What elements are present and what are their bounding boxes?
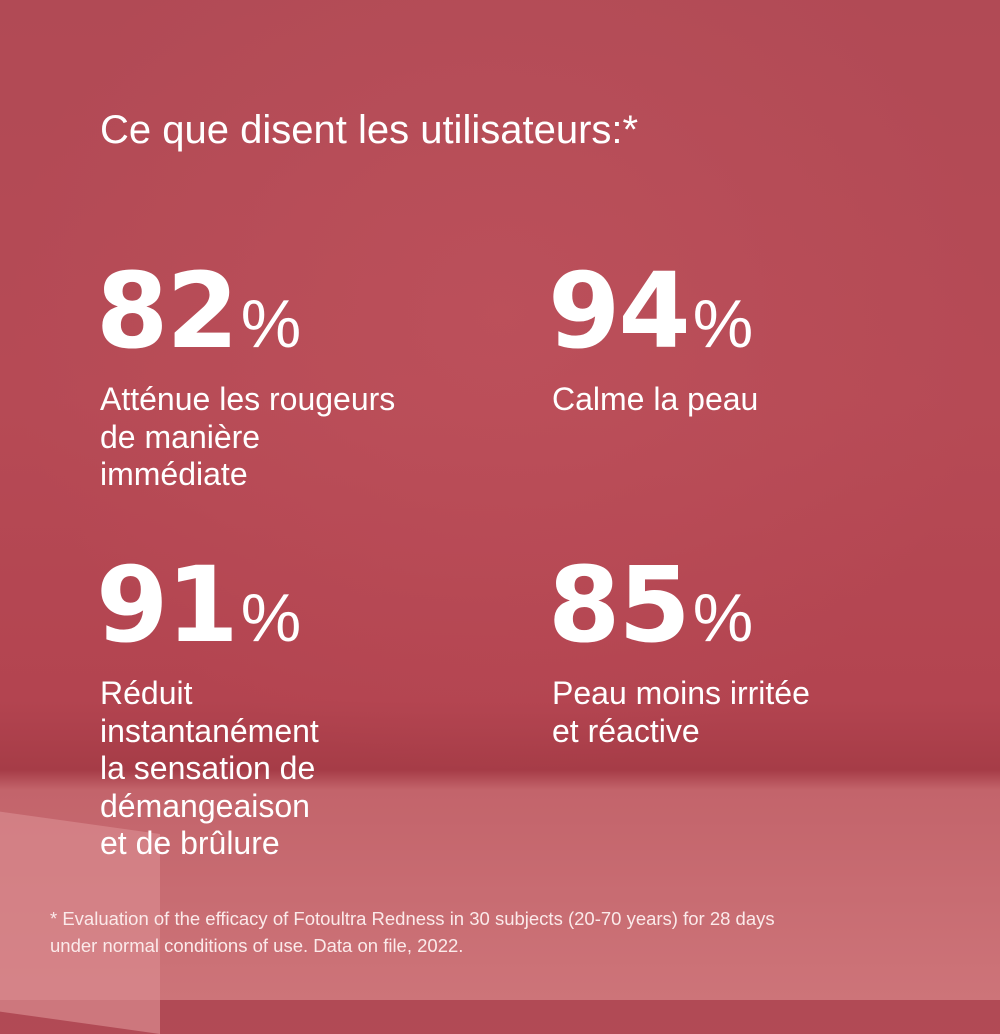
stat-label-line: Peau moins irritée — [552, 675, 810, 711]
stat-label-line: et de brûlure — [100, 825, 280, 861]
stat-label-line: et réactive — [552, 712, 700, 749]
stat-label-line: Atténue les rougeurs — [100, 381, 396, 417]
stat-label-line: instantanément — [100, 712, 319, 749]
stat-unit: % — [692, 286, 754, 362]
stat-label-line: immédiate — [100, 456, 248, 492]
stat-label: Réduit instantanément la sensation de déman… — [100, 675, 319, 863]
footnote: * Evaluation of the efficacy of Fotoultr… — [50, 905, 775, 959]
stat-value: 85 — [548, 544, 691, 666]
stat-label-line: Calme la peau — [552, 381, 759, 417]
stat-label-line: la sensation de — [100, 750, 316, 786]
stat-unit: % — [240, 580, 302, 656]
stat-number: 94% — [548, 256, 758, 379]
stat-value: 82 — [96, 250, 239, 372]
stat-label-line: démangeaison — [100, 787, 310, 824]
footnote-line: under normal conditions of use. Data on … — [50, 935, 464, 956]
stat: 85% Peau moins irritée et réactive — [548, 550, 810, 750]
stat-label-line: de manière — [100, 418, 261, 455]
stat-unit: % — [692, 580, 754, 656]
stat-label-line: Réduit — [100, 675, 193, 711]
stat-value: 94 — [548, 250, 691, 372]
stat: 94% Calme la peau — [548, 256, 758, 419]
stat: 82% Atténue les rougeurs de manière immédia… — [96, 256, 395, 494]
stat-number: 85% — [548, 550, 810, 673]
footnote-line: * Evaluation of the efficacy of Fotoultr… — [50, 908, 775, 929]
stat-value: 91 — [96, 544, 239, 666]
stat-label: Atténue les rougeurs de manière immédiate — [100, 381, 395, 494]
stat-number: 91% — [96, 550, 319, 673]
stat-label: Peau moins irritée et réactive — [552, 675, 810, 750]
stat-label: Calme la peau — [552, 381, 758, 419]
stat: 91% Réduit instantanément la sensation de dé… — [96, 550, 319, 863]
title: Ce que disent les utilisateurs:* — [100, 108, 639, 152]
stat-number: 82% — [96, 256, 395, 379]
background-shade — [0, 0, 1000, 780]
stat-unit: % — [240, 286, 302, 362]
